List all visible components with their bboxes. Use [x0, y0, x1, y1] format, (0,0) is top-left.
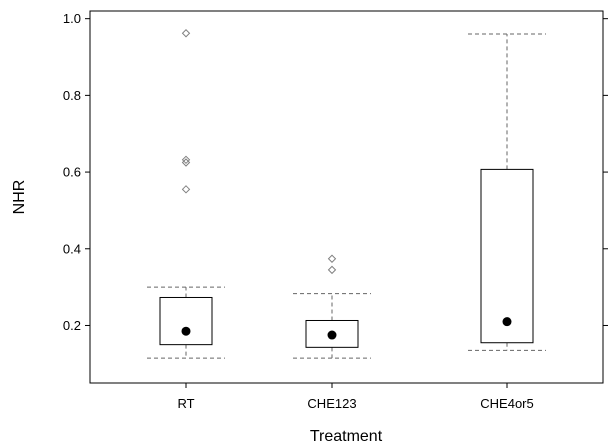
box-group-che123: [293, 254, 371, 359]
y-axis-label: NHR: [11, 180, 28, 215]
x-axis-label: Treatment: [310, 428, 383, 445]
y-axis: 0.2 0.4 0.6 0.8 1.0: [63, 11, 608, 333]
y-tick-label: 0.8: [63, 88, 81, 103]
box-group-che4or5: [468, 33, 546, 351]
outlier-point: [181, 158, 191, 167]
median-dot: [181, 326, 191, 336]
iqr-box: [480, 168, 534, 344]
box-group-rt: [147, 29, 225, 359]
boxes: [147, 29, 546, 359]
x-tick-label: CHE123: [307, 396, 356, 411]
y-tick-label: 0.6: [63, 165, 81, 180]
iqr-box: [159, 296, 213, 346]
x-tick-label: RT: [177, 396, 194, 411]
outlier-point: [181, 185, 191, 194]
outlier-point: [181, 155, 191, 165]
y-tick-label: 0.2: [63, 318, 81, 333]
outlier-point: [327, 265, 337, 275]
outlier-point: [181, 29, 191, 38]
y-tick-label: 1.0: [63, 11, 81, 26]
median-dot: [327, 330, 337, 340]
y-tick-label: 0.4: [63, 241, 81, 256]
x-tick-label: CHE4or5: [480, 396, 533, 411]
median-dot: [502, 317, 512, 327]
plot-frame: [89, 10, 604, 384]
x-axis: RT CHE123 CHE4or5: [177, 383, 534, 411]
outlier-point: [327, 254, 337, 263]
